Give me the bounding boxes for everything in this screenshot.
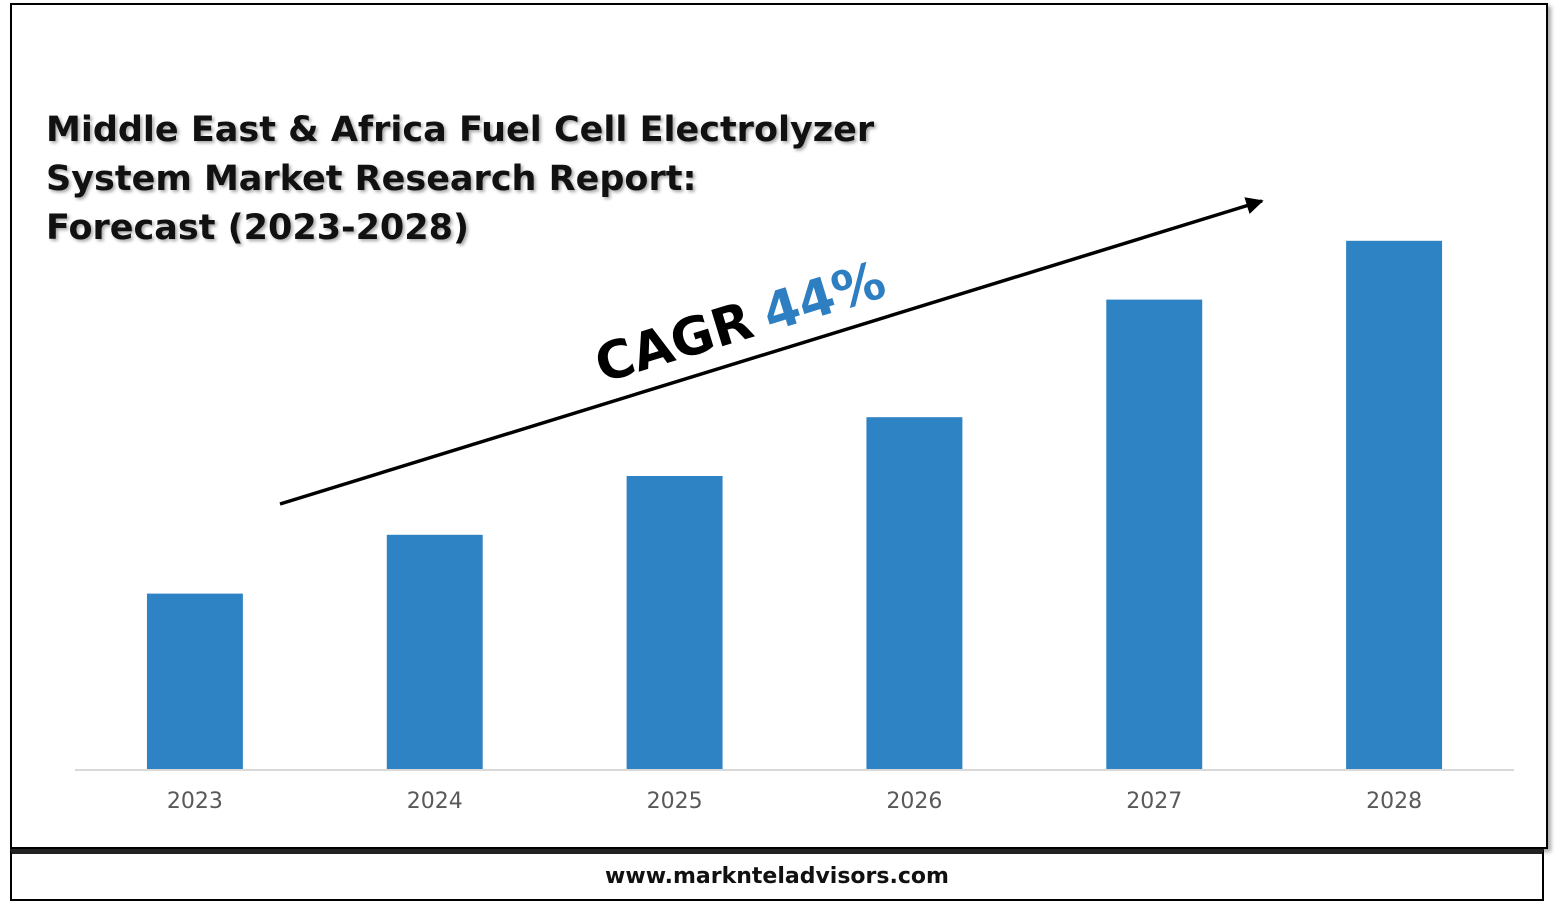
cagr-value: 44% bbox=[756, 250, 893, 344]
cagr-annotation: CAGR44% bbox=[588, 250, 892, 395]
footer-band: www.marknteladvisors.com bbox=[10, 849, 1544, 901]
title-line-2: System Market Research Report: bbox=[46, 159, 697, 199]
chart-frame bbox=[10, 3, 1548, 849]
x-tick-label-2025: 2025 bbox=[647, 789, 703, 814]
bar-2028 bbox=[1346, 240, 1443, 771]
chart-title: Middle East & Africa Fuel Cell Electroly… bbox=[46, 106, 946, 253]
bar-group bbox=[146, 240, 1443, 771]
cagr-trend-arrow bbox=[279, 197, 1264, 506]
bar-2026 bbox=[866, 417, 963, 770]
bar-2027 bbox=[1106, 299, 1203, 770]
x-tick-label-2023: 2023 bbox=[167, 789, 223, 814]
x-tick-label-2026: 2026 bbox=[886, 789, 942, 814]
x-tick-label-2024: 2024 bbox=[407, 789, 463, 814]
cagr-prefix: CAGR bbox=[588, 291, 760, 395]
x-tick-label-2027: 2027 bbox=[1126, 789, 1182, 814]
bar-2023 bbox=[146, 593, 243, 770]
title-line-3: Forecast (2023-2028) bbox=[46, 208, 469, 248]
footer-url: www.marknteladvisors.com bbox=[605, 864, 949, 889]
x-tick-label-2028: 2028 bbox=[1366, 789, 1422, 814]
bar-2024 bbox=[386, 534, 483, 770]
title-line-1: Middle East & Africa Fuel Cell Electroly… bbox=[46, 110, 875, 150]
bar-2025 bbox=[626, 476, 723, 770]
x-tick-labels: 2023 2024 2025 2026 2027 2028 bbox=[167, 789, 1422, 814]
